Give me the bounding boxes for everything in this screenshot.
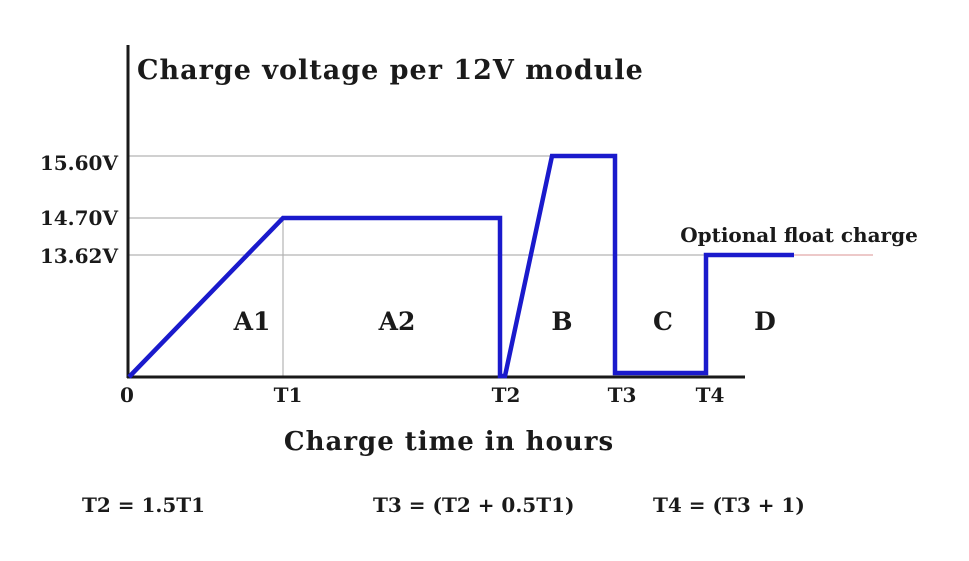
- region-label-b: B: [551, 307, 573, 336]
- x-tick-label-t4: T4: [695, 383, 725, 407]
- x-axis-title: Charge time in hours: [283, 427, 615, 457]
- y-tick-label-14-70v: 14.70V: [39, 206, 118, 230]
- formula-t2: T2 = 1.5T1: [82, 493, 206, 517]
- chart-title: Charge voltage per 12V module: [137, 55, 644, 86]
- x-tick-label-t1: T1: [273, 383, 303, 407]
- y-tick-label-13-62v: 13.62V: [39, 244, 118, 268]
- y-tick-label-15-60v: 15.60V: [39, 151, 118, 175]
- formula-t4: T4 = (T3 + 1): [653, 493, 805, 517]
- formula-t3: T3 = (T2 + 0.5T1): [373, 493, 575, 517]
- x-tick-label-t2: T2: [491, 383, 521, 407]
- region-label-a2: A2: [378, 307, 416, 336]
- region-label-a1: A1: [233, 307, 271, 336]
- x-tick-label-0: 0: [120, 383, 134, 407]
- region-label-c: C: [653, 307, 673, 336]
- region-label-d: D: [754, 307, 776, 336]
- x-tick-label-t3: T3: [607, 383, 637, 407]
- float-charge-annotation: Optional float charge: [680, 223, 918, 247]
- charge-voltage-curve: [127, 153, 794, 379]
